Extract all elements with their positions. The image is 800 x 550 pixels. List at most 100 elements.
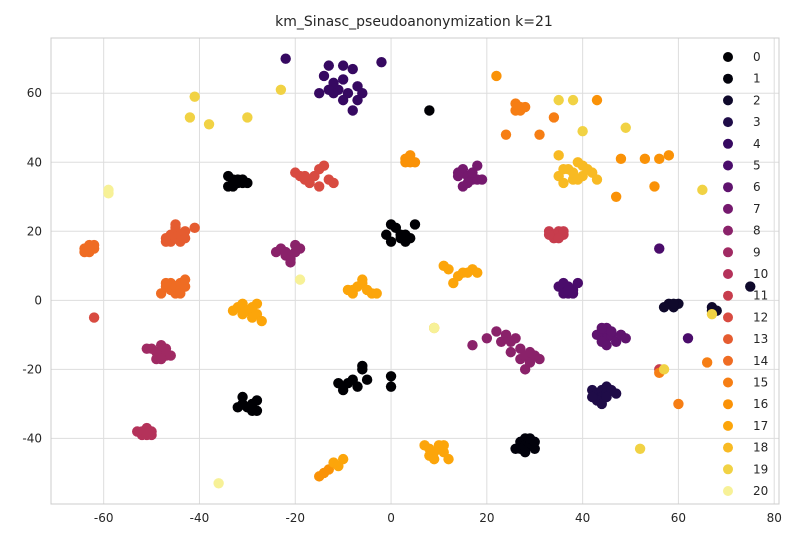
data-point: [457, 181, 469, 192]
data-point: [553, 150, 564, 161]
legend-label: 18: [753, 441, 768, 455]
data-point: [141, 426, 152, 437]
data-point: [567, 94, 579, 106]
series-13: [160, 219, 200, 247]
legend-label: 15: [753, 376, 768, 390]
data-point: [189, 91, 200, 102]
data-point: [462, 267, 473, 278]
series-9: [141, 340, 176, 365]
series-0: [223, 105, 435, 416]
legend-marker: [723, 95, 733, 106]
legend-label: 17: [753, 419, 768, 433]
series-16: [314, 70, 675, 482]
data-point: [663, 150, 675, 161]
data-point: [697, 184, 708, 196]
y-tick-label: 0: [34, 293, 42, 307]
data-point: [189, 222, 200, 234]
data-point: [160, 236, 172, 247]
legend-label: 19: [753, 462, 768, 476]
data-point: [668, 298, 679, 309]
data-point: [141, 343, 152, 354]
legend-label: 2: [753, 93, 761, 107]
data-point: [610, 191, 622, 202]
series-5: [553, 243, 694, 344]
legend-marker: [723, 203, 733, 214]
data-point: [405, 233, 416, 244]
data-point: [596, 322, 607, 334]
legend-label: 0: [753, 50, 761, 64]
legend-marker: [723, 355, 733, 366]
data-point: [654, 243, 665, 254]
data-point: [563, 284, 574, 296]
data-point: [615, 153, 627, 165]
data-point: [424, 105, 435, 116]
legend-marker: [723, 377, 733, 388]
x-axis-ticks: -60 -40 -20 0 20 40 60 80: [94, 511, 782, 525]
data-point: [505, 346, 516, 358]
legend-marker: [723, 464, 733, 475]
x-tick-label: -20: [285, 511, 305, 525]
series-14: [79, 239, 191, 299]
legend-marker: [723, 442, 733, 453]
series-15: [500, 98, 713, 410]
legend-label: 12: [753, 310, 768, 324]
data-point: [357, 274, 368, 285]
data-point: [318, 160, 330, 171]
data-point: [472, 160, 483, 171]
data-point: [299, 170, 311, 182]
data-point: [428, 453, 440, 465]
series-7: [452, 160, 488, 192]
data-point: [706, 308, 718, 320]
data-point: [337, 453, 349, 465]
legend-marker: [723, 73, 733, 84]
data-point: [246, 302, 258, 313]
legend-label: 1: [753, 72, 761, 86]
legend-marker: [723, 182, 733, 193]
data-point: [170, 219, 181, 230]
series-4: [280, 53, 387, 116]
data-point: [318, 70, 330, 82]
data-point: [323, 84, 334, 95]
data-point: [357, 88, 368, 99]
legend-label: 8: [753, 224, 761, 238]
legend-marker: [723, 399, 733, 410]
data-point: [558, 163, 569, 175]
series-12: [88, 160, 339, 323]
data-point: [179, 274, 191, 285]
data-point: [242, 112, 253, 123]
legend-marker: [723, 269, 733, 279]
data-point: [634, 443, 646, 454]
data-point: [620, 333, 631, 344]
data-point: [213, 478, 224, 489]
data-point: [337, 60, 349, 71]
data-point: [658, 302, 670, 313]
data-point: [357, 360, 368, 372]
legend-label: 7: [753, 202, 761, 216]
data-point: [472, 267, 483, 278]
data-point: [88, 312, 100, 323]
y-axis-ticks: -40 -20 0 20 40 60: [22, 86, 42, 445]
series-3: [587, 381, 622, 410]
data-point: [524, 346, 536, 358]
x-tick-label: 0: [387, 511, 395, 525]
y-tick-label: -20: [22, 362, 42, 376]
series-20: [103, 184, 440, 489]
data-point: [132, 426, 143, 437]
data-point: [452, 170, 464, 182]
data-point: [352, 381, 363, 392]
data-point: [543, 229, 555, 240]
legend-marker: [723, 52, 733, 62]
data-point: [103, 184, 114, 196]
x-tick-label: -40: [190, 511, 210, 525]
legend-marker: [723, 160, 733, 171]
data-point: [510, 333, 521, 344]
x-tick-label: 40: [575, 511, 590, 525]
data-point: [323, 60, 334, 71]
data-point: [572, 277, 584, 289]
data-point: [577, 126, 588, 137]
data-point: [237, 308, 248, 320]
data-point: [481, 333, 493, 344]
series-6: [591, 322, 631, 351]
data-point: [510, 443, 521, 454]
